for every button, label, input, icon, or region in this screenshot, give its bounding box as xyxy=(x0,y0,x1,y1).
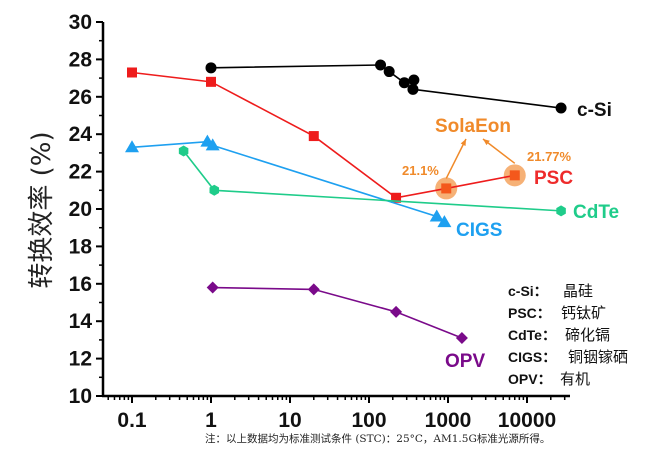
diamond-marker xyxy=(206,281,219,294)
circle-marker xyxy=(407,83,419,95)
circle-marker xyxy=(398,77,410,89)
diamond-marker xyxy=(455,332,468,345)
triangle-marker xyxy=(429,209,444,222)
arrow-head xyxy=(460,139,466,146)
y-tick-label: 28 xyxy=(69,48,93,71)
legend-name: 碲化镉 xyxy=(565,326,610,344)
legend-name: 晶硅 xyxy=(563,282,593,300)
square-marker xyxy=(391,192,402,203)
diamond-marker xyxy=(390,305,403,318)
circle-marker xyxy=(383,66,395,78)
triangle-marker xyxy=(437,215,452,228)
legend-name: 钙钛矿 xyxy=(561,304,606,322)
circle-marker xyxy=(205,62,217,74)
x-tick-label: 100 xyxy=(351,409,386,432)
y-tick-label: 16 xyxy=(69,273,92,296)
footnote: 注：以上数据均为标准测试条件 (STC)：25°C，AM1.5G标准光源所得。 xyxy=(205,432,550,445)
circle-marker xyxy=(408,74,420,86)
highlight-label-21-77: 21.77% xyxy=(527,149,572,164)
series-layer xyxy=(125,59,567,345)
y-tick-label: 30 xyxy=(69,11,92,34)
y-axis-label: 转换效率 (%) xyxy=(27,131,57,288)
series-psc xyxy=(127,67,520,203)
y-tick-label: 24 xyxy=(69,123,93,146)
series-opv xyxy=(206,281,468,345)
circle-marker xyxy=(375,59,387,71)
circle-marker xyxy=(555,102,567,114)
series-label-opv: OPV xyxy=(445,351,485,372)
series-line xyxy=(131,71,515,199)
hexagon-marker xyxy=(178,145,189,157)
y-tick-label: 26 xyxy=(69,86,92,109)
legend-abbr: PSC： xyxy=(508,305,551,321)
x-tick-label: 10 xyxy=(278,409,301,432)
series-label-cigs: CIGS xyxy=(456,220,502,241)
series-c-si xyxy=(205,59,567,114)
series-label-cdte: CdTe xyxy=(573,202,619,223)
legend-name: 铜铟镓硒 xyxy=(568,348,628,366)
x-tick-label: 1 xyxy=(205,409,217,432)
y-tick-label: 10 xyxy=(69,385,92,408)
series-cdte xyxy=(178,145,566,217)
y-tick-label: 20 xyxy=(69,198,92,221)
y-tick-label: 22 xyxy=(69,161,92,184)
arrow-line xyxy=(445,138,467,179)
square-marker xyxy=(509,170,520,181)
series-cigs xyxy=(125,134,452,228)
x-tick-label: 1000 xyxy=(425,409,472,432)
legend-abbr: CIGS： xyxy=(508,349,556,365)
series-label-c-si: c-Si xyxy=(577,100,612,121)
axes: 10 12 14 16 18 20 22 24 26 28 30 0.1 1 10 100 1000 10000 xyxy=(69,11,570,432)
hexagon-marker xyxy=(209,184,220,196)
legend-name: 有机 xyxy=(560,370,590,388)
square-marker xyxy=(308,131,319,142)
legend: c-Si： 晶硅 PSC： 钙钛矿 CdTe： 碲化镉 CIGS： 铜铟镓硒 OPV： 有机 xyxy=(508,282,628,388)
y-tick-label: 18 xyxy=(69,235,93,258)
hexagon-marker xyxy=(556,205,566,217)
square-marker xyxy=(441,183,452,194)
square-marker xyxy=(127,67,137,78)
x-tick-label: 10000 xyxy=(498,409,556,432)
highlight-label-21-1: 21.1% xyxy=(402,163,439,178)
triangle-marker xyxy=(125,140,139,153)
series-line xyxy=(212,286,463,339)
square-marker xyxy=(206,76,216,87)
arrow-line xyxy=(482,138,516,164)
series-label-psc: PSC xyxy=(534,168,573,189)
legend-abbr: c-Si： xyxy=(508,283,548,299)
legend-abbr: OPV： xyxy=(508,371,552,387)
triangle-marker xyxy=(205,138,220,151)
y-tick-label: 12 xyxy=(69,348,92,371)
x-tick-label: 0.1 xyxy=(117,409,147,432)
arrow-head xyxy=(483,139,490,146)
legend-abbr: CdTe： xyxy=(508,327,556,343)
labels-layer: c-Si PSC CIGS CdTe OPV SolaEon 21.1% 21.77% xyxy=(402,100,619,372)
y-tick-label: 14 xyxy=(69,310,93,333)
diamond-marker xyxy=(307,283,320,296)
solaeon-annotation: SolaEon xyxy=(435,116,511,137)
